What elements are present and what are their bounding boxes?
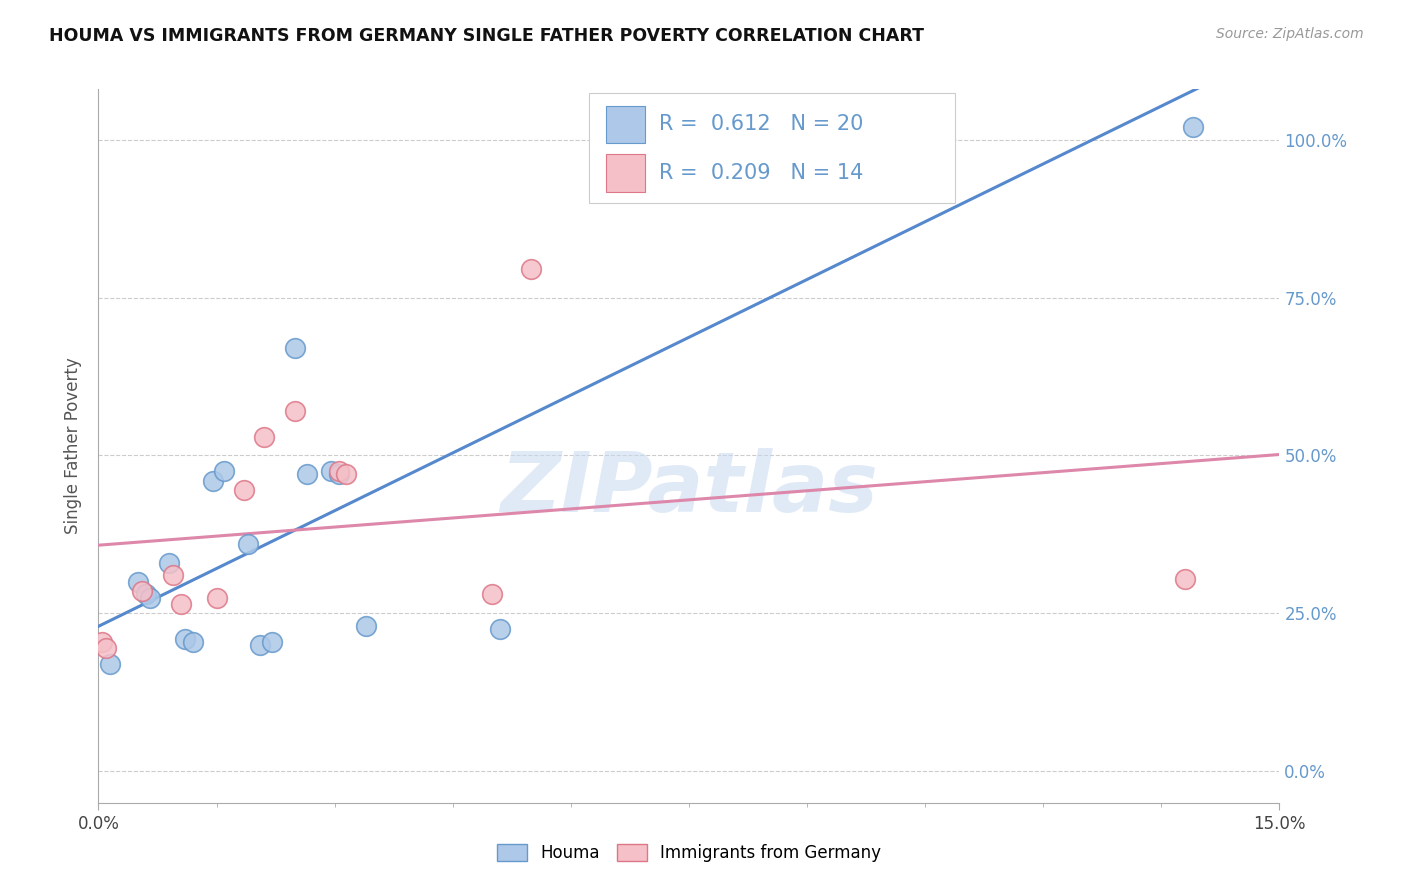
Point bbox=[214, 464, 236, 478]
Point bbox=[328, 464, 350, 478]
Point bbox=[236, 537, 259, 551]
Point bbox=[138, 591, 160, 605]
Point bbox=[481, 587, 503, 601]
Point bbox=[328, 467, 350, 482]
Text: ZIPatlas: ZIPatlas bbox=[501, 449, 877, 529]
Point bbox=[98, 657, 121, 671]
Point bbox=[96, 641, 118, 656]
Legend: Houma, Immigrants from Germany: Houma, Immigrants from Germany bbox=[498, 844, 880, 863]
Point bbox=[319, 464, 342, 478]
Point bbox=[174, 632, 197, 646]
Point bbox=[284, 404, 307, 418]
Point bbox=[181, 634, 204, 648]
Point bbox=[170, 597, 193, 611]
Point bbox=[295, 467, 318, 482]
Point bbox=[1181, 120, 1204, 134]
Point bbox=[772, 127, 794, 141]
Y-axis label: Single Father Poverty: Single Father Poverty bbox=[65, 358, 83, 534]
Point bbox=[489, 622, 512, 636]
Point bbox=[135, 587, 157, 601]
Text: R =  0.612   N = 20: R = 0.612 N = 20 bbox=[659, 114, 863, 135]
Point bbox=[335, 467, 357, 482]
Text: R =  0.209   N = 14: R = 0.209 N = 14 bbox=[659, 163, 863, 183]
Point bbox=[162, 568, 184, 582]
Point bbox=[1174, 572, 1197, 586]
FancyBboxPatch shape bbox=[606, 106, 645, 143]
FancyBboxPatch shape bbox=[606, 154, 645, 192]
Point bbox=[157, 556, 180, 570]
Point bbox=[131, 584, 153, 599]
Point bbox=[91, 634, 114, 648]
Point bbox=[205, 591, 228, 605]
Point bbox=[127, 574, 149, 589]
Point bbox=[253, 429, 276, 443]
Text: Source: ZipAtlas.com: Source: ZipAtlas.com bbox=[1216, 27, 1364, 41]
Point bbox=[201, 474, 224, 488]
Point bbox=[284, 341, 307, 355]
FancyBboxPatch shape bbox=[589, 93, 955, 203]
Text: HOUMA VS IMMIGRANTS FROM GERMANY SINGLE FATHER POVERTY CORRELATION CHART: HOUMA VS IMMIGRANTS FROM GERMANY SINGLE … bbox=[49, 27, 924, 45]
Point bbox=[520, 262, 543, 277]
Point bbox=[354, 619, 377, 633]
Point bbox=[260, 634, 283, 648]
Point bbox=[249, 638, 271, 652]
Point bbox=[233, 483, 256, 498]
